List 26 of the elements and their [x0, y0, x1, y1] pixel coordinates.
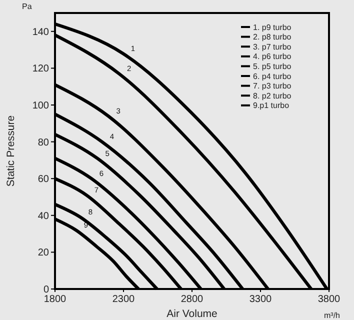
- legend-label: 2. p8 turbo: [253, 32, 292, 42]
- x-tick-label: 3300: [249, 294, 272, 305]
- y-tick-label: 20: [38, 248, 50, 259]
- y-tick-label: 0: [43, 284, 50, 296]
- y-tick-label: 140: [32, 26, 50, 38]
- legend-label: 1. p9 turbo: [253, 22, 292, 32]
- x-tick-label: 1800: [44, 294, 67, 305]
- x-tick-label: 2300: [112, 294, 136, 305]
- legend-label: 4. p6 turbo: [253, 52, 292, 62]
- legend-label: 5. p5 turbo: [253, 62, 292, 71]
- text: m³/h: [324, 311, 340, 320]
- y-tick-label: 60: [38, 174, 50, 186]
- y-tick-label: 80: [38, 137, 50, 148]
- x-axis-title: Air Volume: [166, 308, 218, 320]
- x-tick-label: 2800: [180, 294, 204, 305]
- legend-label: 7. p3 turbo: [253, 82, 292, 91]
- legend-label: 6. p4 turbo: [253, 72, 292, 81]
- text: Pa: [22, 2, 32, 11]
- legend-label: 3. p7 turbo: [253, 42, 292, 52]
- y-tick-label: 40: [38, 210, 50, 222]
- legend-label: 8. p2 turbo: [253, 91, 292, 100]
- y-tick-label: 100: [32, 100, 50, 112]
- y-axis-title: Static Pressure: [5, 115, 17, 187]
- x-tick-label: 3800: [318, 294, 341, 305]
- legend-label: 9.p1 turbo: [253, 101, 290, 110]
- y-tick-label: 120: [32, 64, 50, 75]
